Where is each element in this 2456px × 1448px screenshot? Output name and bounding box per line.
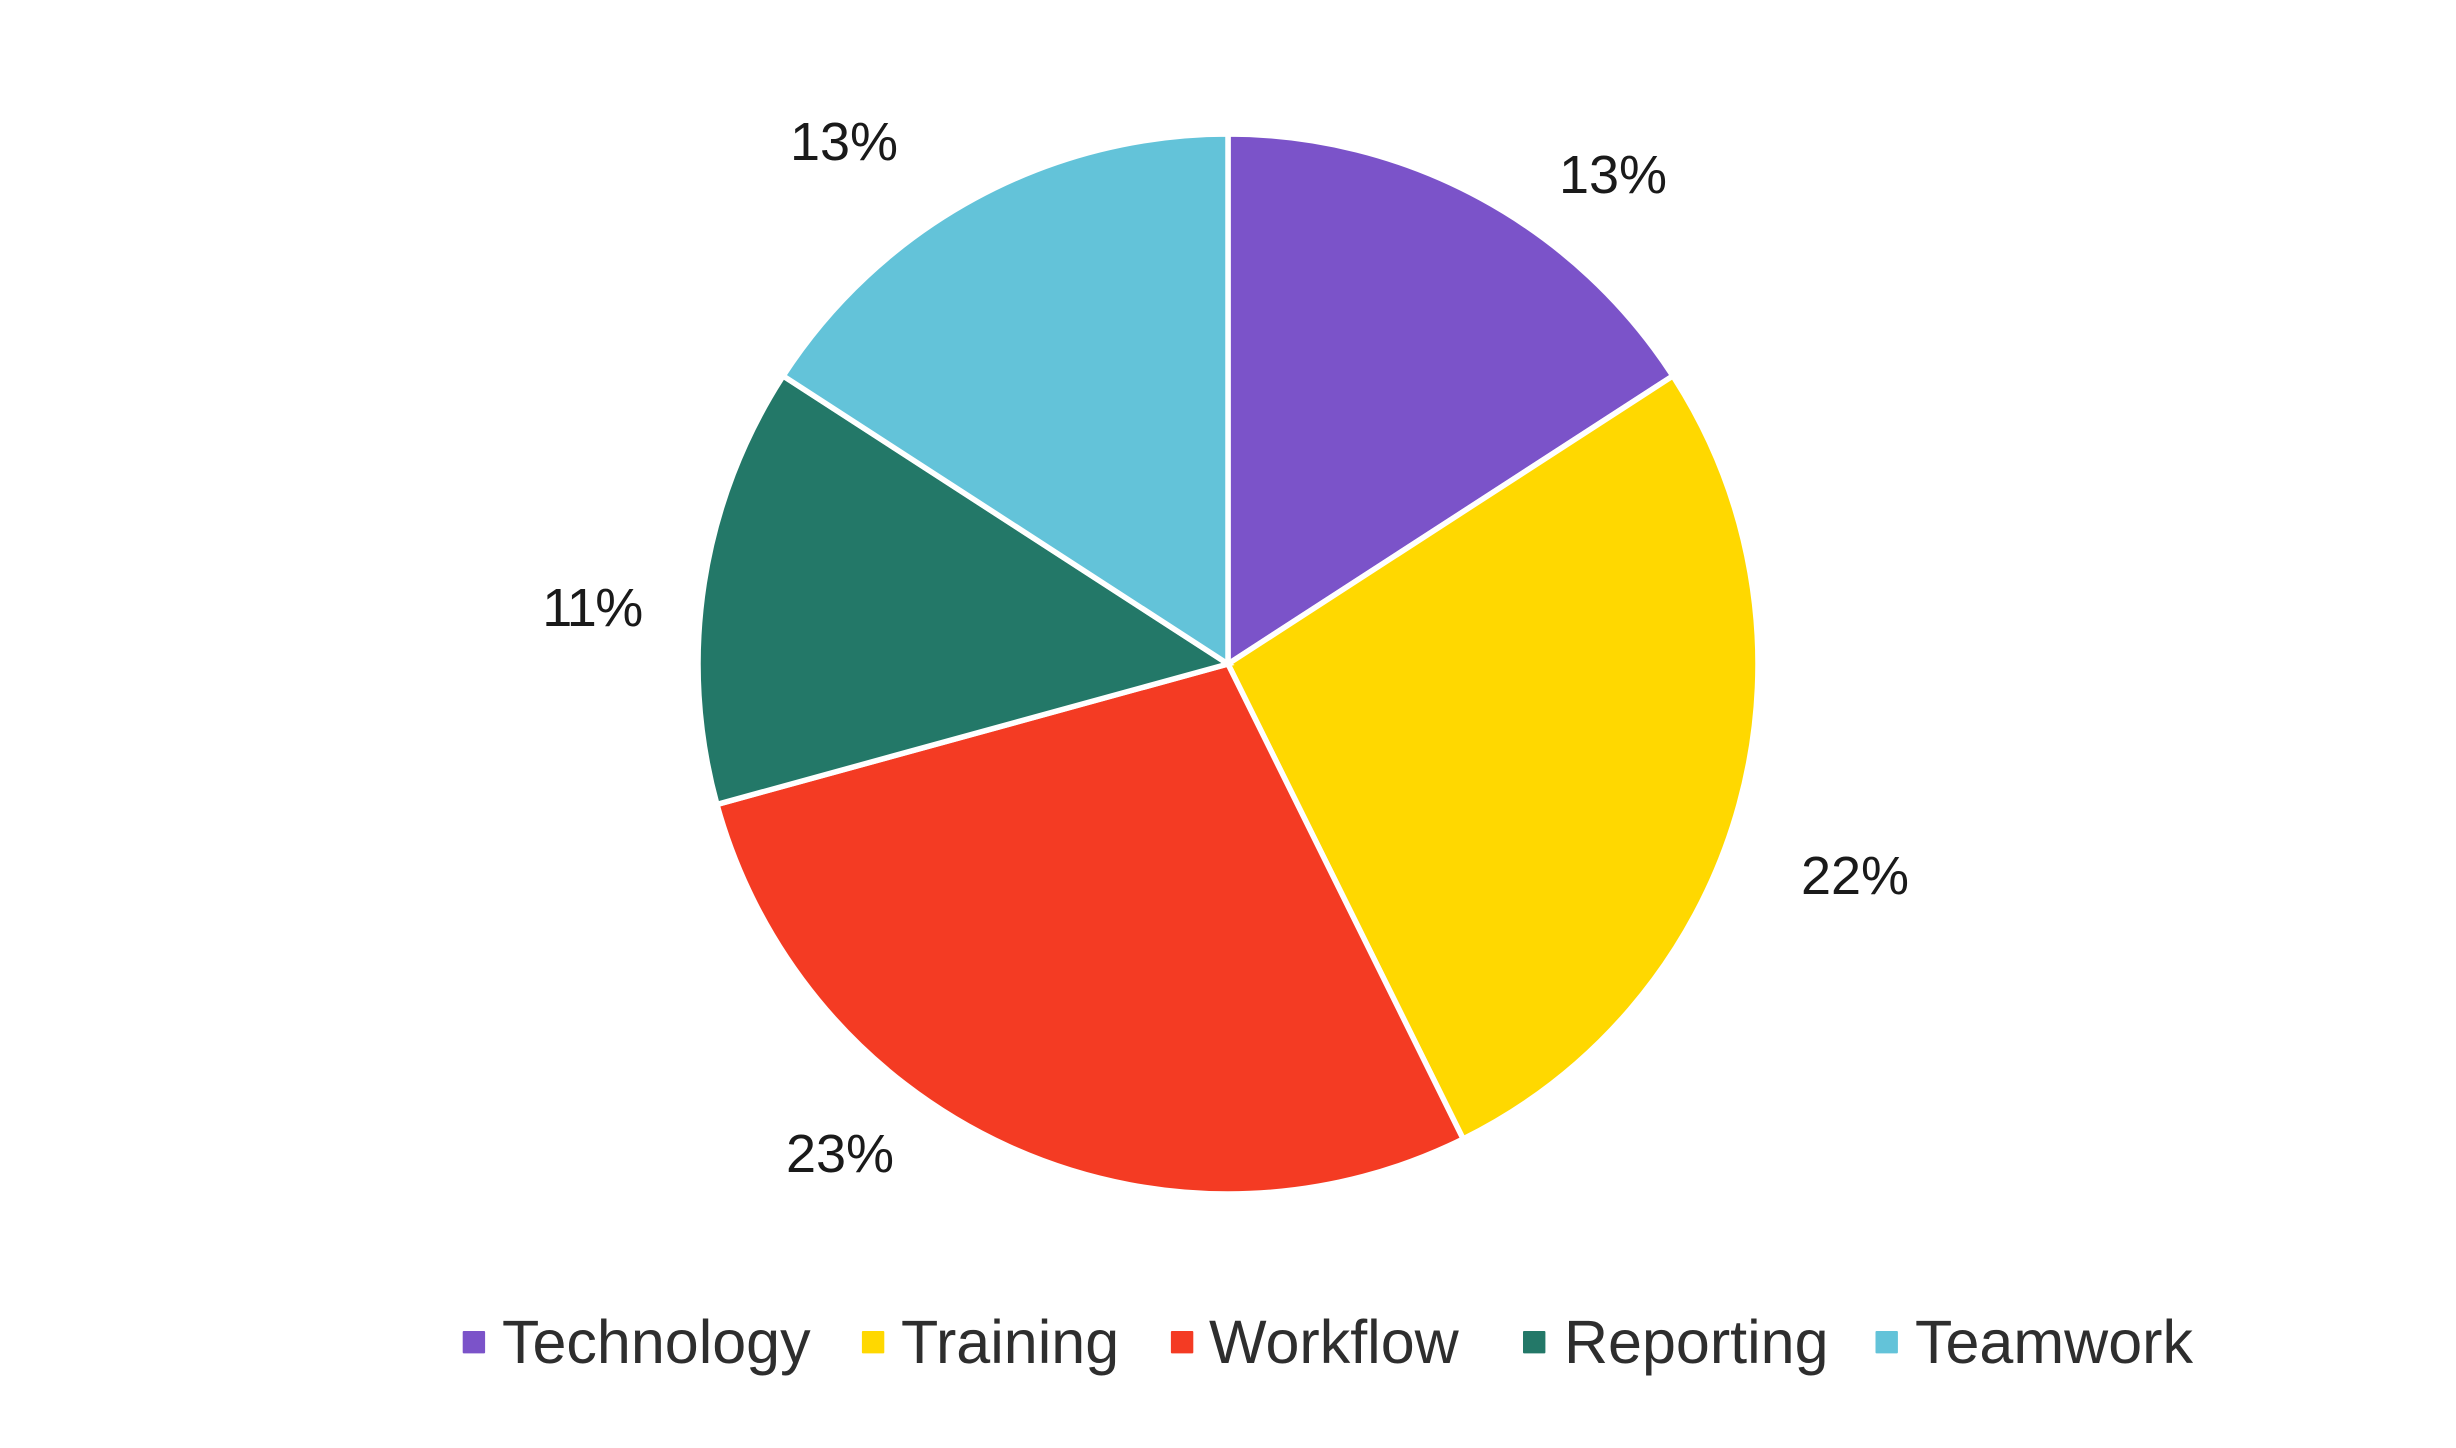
svg-text:13%: 13%	[1559, 145, 1667, 205]
svg-text:Reporting: Reporting	[1564, 1308, 1829, 1376]
svg-text:11%: 11%	[542, 578, 642, 638]
svg-text:Training: Training	[901, 1308, 1119, 1376]
svg-text:Workflow: Workflow	[1209, 1308, 1460, 1376]
svg-text:Technology: Technology	[502, 1308, 811, 1376]
svg-text:23%: 23%	[786, 1124, 894, 1184]
svg-text:13%: 13%	[790, 112, 898, 172]
svg-text:Teamwork: Teamwork	[1915, 1308, 2193, 1376]
svg-text:22%: 22%	[1801, 846, 1909, 906]
